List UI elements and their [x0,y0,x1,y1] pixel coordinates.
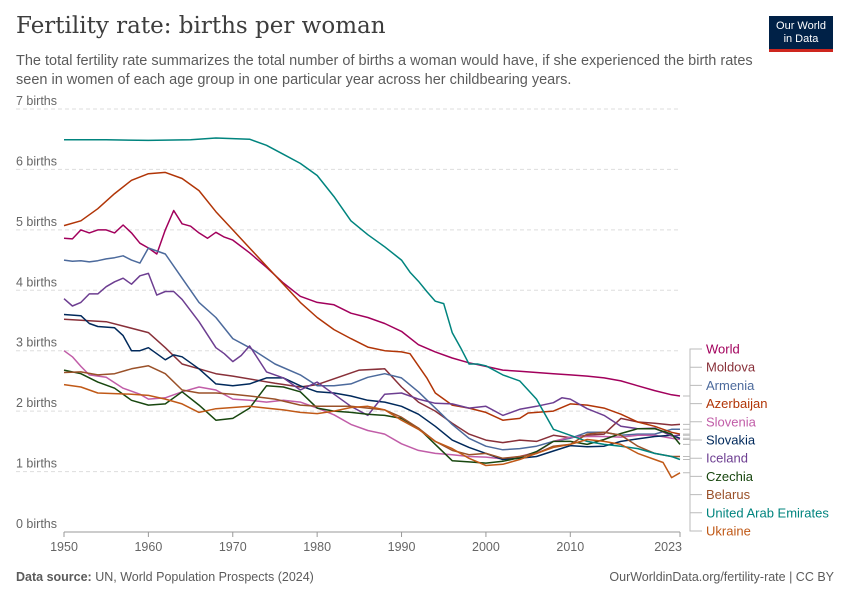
axes: 0 births 1 births 2 births 3 births 4 births… [16,94,682,554]
legend-connector-world [683,348,702,397]
y-tick-label: 1 births [16,457,57,471]
legend-label-azerbaijan: Azerbaijan [706,396,767,411]
legend-label-slovakia: Slovakia [706,433,756,448]
legend-connector-armenia [683,384,702,430]
series-line-azerbaijan [63,171,681,435]
legend-connector-czechia [683,443,702,477]
legend-label-moldova: Moldova [706,360,756,375]
legend-connector-belarus [683,456,702,496]
legend-label-armenia: Armenia [706,378,755,393]
series-line-czechia [63,369,681,464]
series-line-armenia [63,247,680,451]
series-line-slovakia [63,313,681,461]
series-line-united-arab-emirates [64,137,681,461]
y-tick-label: 0 births [16,517,57,531]
legend-connector-azerbaijan [683,403,702,435]
source-label: Data source: [16,570,92,584]
x-tick-label: 1960 [134,540,162,554]
series-line-iceland [63,272,681,437]
logo-line1: Our World [776,20,826,32]
legend-label-slovenia: Slovenia [706,414,757,429]
y-tick-label: 5 births [16,215,57,229]
y-tick-label: 4 births [16,275,57,289]
x-tick-label: 1980 [303,540,331,554]
series-lines [63,137,681,479]
legend-label-iceland: Iceland [706,451,748,466]
y-tick-label: 3 births [16,336,57,350]
x-tick-label: 1990 [388,540,416,554]
x-tick-label: 2023 [654,540,682,554]
series-line-slovenia [63,350,681,460]
x-tick-label: 1970 [219,540,247,554]
legend-connector-united-arab-emirates [683,459,702,514]
chart-subtitle: The total fertility rate summarizes the … [16,53,753,88]
legend[interactable]: World Moldova Armenia Azerbaijan Slovenia Slo… [683,342,829,539]
legend-label-belarus: Belarus [706,487,751,502]
legend-connector-slovenia [683,421,702,440]
x-tick-label: 1950 [50,540,78,554]
gridlines [16,108,680,533]
legend-connector-ukraine [683,472,702,532]
series-line-moldova [63,318,681,444]
owid-logo[interactable]: Our World in Data [769,16,833,52]
y-tick-label: 7 births [16,94,57,108]
legend-label-world: World [706,342,740,357]
legend-label-united-arab-emirates: United Arab Emirates [706,505,829,520]
legend-label-czechia: Czechia [706,469,754,484]
legend-label-ukraine: Ukraine [706,524,751,539]
chart-title: Fertility rate: births per woman [16,13,386,39]
x-tick-label: 2010 [556,540,584,554]
footer-url[interactable]: OurWorldinData.org/fertility-rate | CC B… [609,570,834,584]
x-tick-label: 2000 [472,540,500,554]
logo-line2: in Data [783,33,819,45]
y-tick-label: 2 births [16,396,57,410]
source-text: UN, World Population Prospects (2024) [95,570,314,584]
series-line-world [63,209,681,397]
y-tick-label: 6 births [16,154,57,168]
series-line-ukraine [63,383,681,479]
footer-source: Data source: UN, World Population Prospe… [16,570,314,584]
